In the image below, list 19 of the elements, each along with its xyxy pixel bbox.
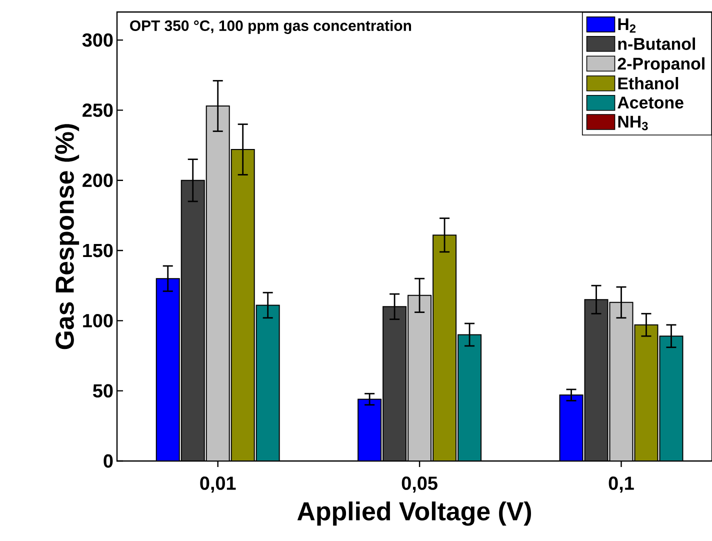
legend-label: NH$_{3}$ [618,116,648,130]
legend-label: Acetone [618,96,684,109]
y-tick-label: 100 [83,314,113,328]
y-axis-title: Gas Response (%) [54,124,80,350]
x-tick-label: 0,01 [200,476,236,493]
legend-label: H$_{2}$ [618,18,636,33]
x-tick-label: 0,1 [608,476,634,493]
x-tick-label: 0,05 [402,476,438,493]
legend-label: Ethanol [618,77,678,90]
x-axis-title: Applied Voltage (V) [297,501,531,526]
y-tick-label: 200 [82,174,113,188]
y-tick-label: 50 [93,384,113,398]
y-tick-label: 150 [83,244,113,258]
y-tick-label: 250 [82,104,113,117]
legend-label: 2-Propanol [618,57,704,74]
text: OPT 350 °C, 100 ppm gas concentration [130,20,412,34]
legend-label: n-Butanol [618,38,695,50]
y-tick-label: 0 [104,454,113,468]
y-tick-label: 300 [82,33,113,47]
